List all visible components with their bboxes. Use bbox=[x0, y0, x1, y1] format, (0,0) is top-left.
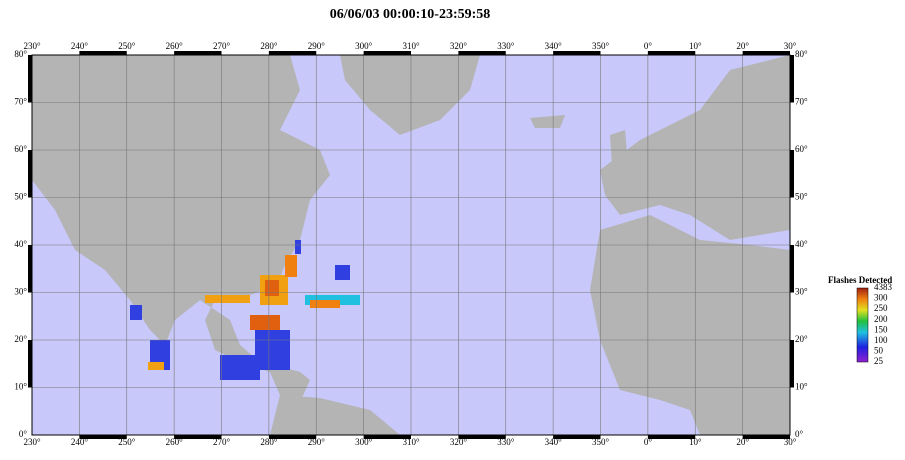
legend-label: 250 bbox=[874, 303, 888, 313]
lat-label-left: 80° bbox=[14, 49, 27, 59]
frame-segment bbox=[79, 51, 127, 55]
lon-label-top: 350° bbox=[592, 41, 610, 51]
lon-label-bottom: 260° bbox=[166, 437, 184, 447]
lat-label-left: 60° bbox=[14, 144, 27, 154]
legend-label: 200 bbox=[874, 314, 888, 324]
lon-label-top: 300° bbox=[355, 41, 373, 51]
lon-label-bottom: 320° bbox=[450, 437, 468, 447]
legend-label: 100 bbox=[874, 335, 888, 345]
lon-label-bottom: 30° bbox=[784, 437, 797, 447]
frame-segment bbox=[28, 340, 32, 388]
lon-label-bottom: 290° bbox=[308, 437, 326, 447]
lon-label-bottom: 10° bbox=[689, 437, 702, 447]
lat-label-right: 80° bbox=[795, 49, 808, 59]
lon-label-top: 310° bbox=[402, 41, 420, 51]
lon-label-top: 330° bbox=[497, 41, 515, 51]
lat-label-right: 20° bbox=[795, 334, 808, 344]
lon-label-bottom: 240° bbox=[71, 437, 89, 447]
lat-label-left: 30° bbox=[14, 287, 27, 297]
lon-label-top: 270° bbox=[213, 41, 231, 51]
frame-segment bbox=[174, 51, 222, 55]
frame-segment bbox=[553, 435, 601, 439]
frame-segment bbox=[28, 150, 32, 198]
lon-label-top: 340° bbox=[545, 41, 563, 51]
frame-segment bbox=[790, 150, 794, 198]
north-america bbox=[32, 55, 330, 402]
frame-segment bbox=[790, 340, 794, 388]
frame-segment bbox=[742, 51, 790, 55]
lon-label-bottom: 330° bbox=[497, 437, 515, 447]
frame-segment bbox=[790, 245, 794, 293]
lat-label-left: 0° bbox=[19, 429, 28, 439]
lat-label-right: 40° bbox=[795, 239, 808, 249]
legend-label: 300 bbox=[874, 293, 888, 303]
lat-label-right: 30° bbox=[795, 287, 808, 297]
lat-label-right: 10° bbox=[795, 382, 808, 392]
lat-label-right: 0° bbox=[795, 429, 804, 439]
frame-segment bbox=[28, 245, 32, 293]
lat-label-left: 10° bbox=[14, 382, 27, 392]
lightning bbox=[130, 240, 360, 380]
lon-label-top: 20° bbox=[736, 41, 749, 51]
lon-label-bottom: 310° bbox=[402, 437, 420, 447]
lon-label-top: 30° bbox=[784, 41, 797, 51]
frame-segment bbox=[742, 435, 790, 439]
lon-label-bottom: 270° bbox=[213, 437, 231, 447]
frame-segment bbox=[647, 51, 696, 55]
lon-label-bottom: 340° bbox=[545, 437, 563, 447]
lon-label-top: 240° bbox=[71, 41, 89, 51]
greenland bbox=[340, 55, 480, 135]
lat-label-right: 60° bbox=[795, 144, 808, 154]
lon-label-top: 10° bbox=[689, 41, 702, 51]
legend-label: 25 bbox=[874, 356, 884, 366]
legend-title: Flashes Detected bbox=[828, 275, 892, 285]
lon-label-bottom: 20° bbox=[736, 437, 749, 447]
frame-segment bbox=[28, 55, 32, 103]
lon-label-top: 230° bbox=[23, 41, 41, 51]
frame-segment bbox=[647, 435, 696, 439]
frame-segment bbox=[268, 51, 317, 55]
map-title: 06/06/03 00:00:10-23:59:58 bbox=[330, 7, 491, 22]
lon-label-bottom: 230° bbox=[23, 437, 41, 447]
lon-label-top: 0° bbox=[644, 41, 653, 51]
lat-label-left: 40° bbox=[14, 239, 27, 249]
frame-segment bbox=[174, 435, 222, 439]
lon-label-top: 250° bbox=[118, 41, 136, 51]
frame-segment bbox=[458, 435, 506, 439]
frame-segment bbox=[790, 55, 794, 103]
lat-label-left: 50° bbox=[14, 192, 27, 202]
lat-label-left: 20° bbox=[14, 334, 27, 344]
lon-label-top: 260° bbox=[166, 41, 184, 51]
frame-segment bbox=[79, 435, 127, 439]
lat-label-right: 70° bbox=[795, 97, 808, 107]
lat-label-left: 70° bbox=[14, 97, 27, 107]
lon-label-top: 280° bbox=[260, 41, 278, 51]
map bbox=[32, 55, 790, 435]
frame-segment bbox=[268, 435, 317, 439]
frame-segment bbox=[553, 51, 601, 55]
frame-segment bbox=[363, 435, 411, 439]
frame-segment bbox=[458, 51, 506, 55]
lon-label-bottom: 350° bbox=[592, 437, 610, 447]
frame-segment bbox=[363, 51, 411, 55]
lon-label-top: 320° bbox=[450, 41, 468, 51]
south-america bbox=[270, 395, 400, 435]
lon-label-top: 290° bbox=[308, 41, 326, 51]
grid bbox=[32, 55, 790, 435]
lon-label-bottom: 280° bbox=[260, 437, 278, 447]
iceland bbox=[530, 115, 565, 128]
lat-label-right: 50° bbox=[795, 192, 808, 202]
legend-label: 150 bbox=[874, 324, 888, 334]
legend-label: 4383 bbox=[874, 282, 893, 292]
legend-label: 50 bbox=[874, 345, 884, 355]
lon-label-bottom: 0° bbox=[644, 437, 653, 447]
lon-label-bottom: 300° bbox=[355, 437, 373, 447]
lon-label-bottom: 250° bbox=[118, 437, 136, 447]
africa bbox=[590, 215, 790, 435]
colorbar bbox=[856, 287, 869, 363]
